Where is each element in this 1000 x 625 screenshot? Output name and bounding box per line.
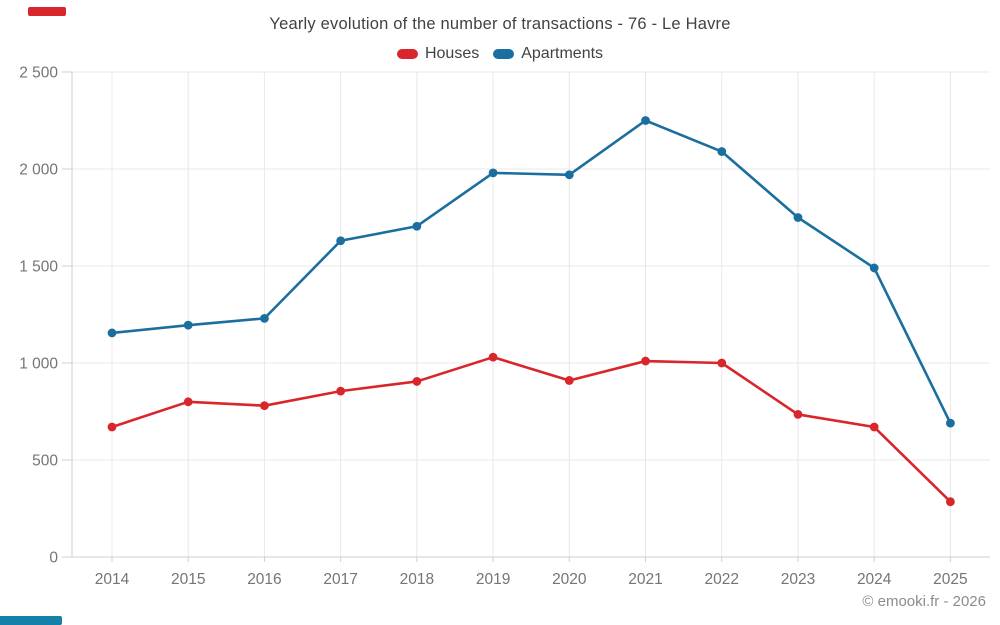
data-point bbox=[412, 377, 422, 386]
data-point bbox=[412, 221, 422, 231]
x-tick-label: 2021 bbox=[628, 571, 662, 588]
data-point bbox=[564, 376, 574, 385]
y-tick-label: 1 000 bbox=[19, 356, 58, 373]
data-point bbox=[793, 410, 803, 419]
y-axis-labels: 0 500 1 000 1 500 2 000 2 500 bbox=[19, 65, 58, 567]
data-point bbox=[869, 263, 879, 273]
chart-title: Yearly evolution of the number of transa… bbox=[269, 15, 731, 33]
data-point bbox=[260, 401, 269, 411]
data-point bbox=[946, 418, 955, 428]
data-point bbox=[717, 358, 727, 368]
series-houses bbox=[107, 352, 955, 507]
x-tick-label: 2019 bbox=[476, 571, 510, 588]
data-point bbox=[946, 497, 955, 507]
legend-swatch-houses bbox=[396, 49, 418, 59]
y-tick-label: 1 500 bbox=[19, 259, 58, 276]
x-tick-label: 2014 bbox=[95, 571, 130, 588]
x-tick-label: 2017 bbox=[323, 571, 357, 588]
data-point bbox=[717, 147, 727, 156]
data-point bbox=[107, 328, 117, 338]
data-point bbox=[793, 213, 803, 222]
data-point bbox=[183, 397, 193, 407]
x-tick-label: 2016 bbox=[247, 571, 281, 588]
data-point bbox=[564, 170, 574, 180]
copyright-credit: © emooki.fr - 2026 bbox=[862, 593, 986, 610]
data-point bbox=[488, 352, 498, 362]
x-tick-label: 2018 bbox=[400, 571, 434, 588]
x-tick-label: 2024 bbox=[857, 571, 892, 588]
y-tick-label: 2 000 bbox=[19, 162, 58, 179]
data-point bbox=[641, 116, 650, 125]
bottom-left-accent-bar bbox=[0, 616, 62, 625]
data-point bbox=[260, 313, 269, 323]
x-axis-labels: 2014 2015 2016 2017 2018 2019 2020 2021 2022 2023… bbox=[95, 571, 968, 588]
chart-legend: Houses Apartments bbox=[0, 45, 1000, 63]
data-point bbox=[488, 168, 498, 178]
data-point bbox=[183, 320, 193, 330]
x-tick-label: 2015 bbox=[171, 571, 205, 588]
y-tick-label: 2 500 bbox=[19, 65, 58, 82]
legend-label: Houses bbox=[424, 45, 480, 62]
legend-label: Apartments bbox=[521, 45, 604, 62]
x-tick-label: 2022 bbox=[705, 571, 739, 588]
axes bbox=[62, 71, 990, 562]
legend-item-apartments[interactable]: Apartments bbox=[493, 45, 603, 63]
x-tick-label: 2025 bbox=[933, 571, 967, 588]
y-tick-label: 500 bbox=[32, 453, 58, 470]
data-point bbox=[641, 356, 650, 366]
x-tick-label: 2023 bbox=[781, 571, 815, 588]
data-point bbox=[869, 422, 879, 432]
data-point bbox=[107, 422, 117, 432]
x-tick-label: 2020 bbox=[552, 571, 587, 588]
y-tick-label: 0 bbox=[49, 550, 58, 567]
legend-swatch-apartments bbox=[493, 49, 515, 59]
series-line bbox=[110, 355, 952, 504]
top-left-accent-bar bbox=[28, 7, 66, 16]
data-point bbox=[336, 236, 346, 246]
data-point bbox=[336, 386, 346, 396]
series-line bbox=[110, 119, 952, 425]
series-apartments bbox=[107, 116, 955, 428]
gridlines bbox=[72, 71, 990, 558]
legend-item-houses[interactable]: Houses bbox=[396, 45, 480, 63]
